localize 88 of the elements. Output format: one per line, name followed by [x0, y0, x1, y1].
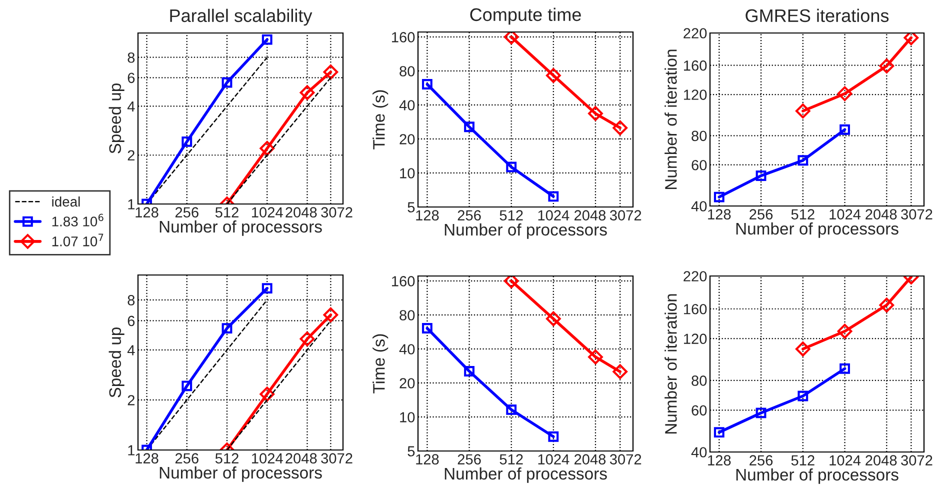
x-tick-label: 512: [500, 454, 523, 464]
y-tick-label: 40: [399, 344, 415, 354]
x-tick-label: 1024: [252, 207, 283, 218]
x-tick-label: 512: [215, 207, 238, 218]
y-tick-label: 60: [692, 405, 707, 416]
legend-label: ideal: [52, 196, 80, 207]
x-axis-title: Number of processors: [736, 468, 898, 484]
x-tick-label: 1024: [538, 210, 570, 220]
x-axis-title: Number of processors: [444, 467, 607, 483]
x-tick-label: 3072: [321, 453, 352, 464]
y-tick-label: 40: [691, 447, 707, 458]
x-tick-label: 3072: [610, 210, 642, 220]
x-axis-title: Number of processors: [444, 223, 607, 239]
x-tick-label: 512: [791, 209, 814, 220]
x-tick-label: 512: [791, 455, 814, 466]
x-tick-label: 2048: [866, 209, 897, 220]
y-axis-title: Time (s): [372, 334, 388, 394]
x-axis-title: Number of processors: [736, 222, 898, 238]
y-tick-label: 1: [128, 445, 135, 456]
x-axis-title: Number of processors: [160, 220, 322, 236]
y-tick-label: 60: [692, 160, 707, 170]
x-tick-label: 256: [175, 453, 198, 464]
y-tick-label: 5: [408, 202, 415, 212]
y-tick-label: 10: [400, 168, 415, 178]
y-tick-label: 120: [684, 90, 707, 100]
x-tick-label: 3072: [901, 455, 932, 466]
y-tick-label: 160: [392, 276, 415, 286]
y-tick-label: 6: [128, 316, 135, 326]
x-tick-label: 256: [458, 454, 481, 464]
y-axis-title: Speed up: [108, 328, 124, 398]
x-tick-label: 1024: [830, 455, 861, 466]
y-tick-label: 220: [684, 28, 707, 38]
y-tick-label: 2: [128, 395, 134, 406]
y-tick-label: 80: [692, 130, 707, 142]
x-tick-label: 128: [708, 455, 731, 466]
y-tick-label: 40: [399, 100, 415, 110]
y-tick-label: 5: [408, 446, 415, 456]
y-tick-label: 1: [128, 199, 135, 210]
x-tick-label: 1024: [252, 453, 283, 464]
y-axis-title: Speed up: [108, 84, 124, 154]
x-tick-label: 2048: [286, 207, 317, 218]
y-tick-label: 80: [692, 376, 707, 386]
y-tick-label: 4: [127, 345, 135, 356]
x-tick-label: 256: [750, 455, 773, 466]
x-tick-label: 128: [708, 209, 731, 220]
y-axis-title: Number of iteration: [664, 50, 677, 189]
x-tick-label: 2048: [286, 453, 317, 464]
y-tick-label: 40: [691, 201, 707, 212]
y-tick-label: 2: [128, 150, 134, 160]
x-tick-label: 2048: [866, 455, 897, 466]
x-tick-label: 128: [136, 207, 158, 218]
chart-title: Parallel scalability: [170, 8, 312, 26]
y-tick-label: 160: [684, 304, 707, 314]
x-tick-label: 2048: [574, 210, 606, 220]
x-tick-label: 128: [416, 454, 439, 464]
x-tick-label: 512: [500, 210, 523, 220]
y-tick-label: 120: [684, 334, 707, 344]
x-tick-label: 256: [458, 210, 481, 220]
chart-title: GMRES iterations: [746, 8, 889, 22]
y-axis-title: Number of iteration: [664, 294, 677, 434]
y-tick-label: 80: [400, 66, 415, 76]
y-tick-label: 10: [400, 412, 415, 422]
chart-title: Compute time: [470, 8, 581, 25]
x-tick-label: 256: [750, 209, 773, 220]
x-tick-label: 1024: [538, 454, 570, 464]
legend-label: 1.07 10$^{7}$: [52, 234, 104, 246]
y-tick-label: 4: [127, 101, 135, 112]
x-tick-label: 3072: [610, 454, 642, 464]
y-axis-title: Time (s): [372, 90, 388, 150]
x-tick-label: 3072: [321, 207, 352, 218]
x-tick-label: 512: [215, 453, 238, 464]
x-tick-label: 1024: [830, 209, 861, 220]
y-tick-label: 220: [684, 271, 707, 282]
x-tick-label: 128: [416, 210, 439, 220]
legend-label: 1.83 10$^{6}$: [52, 214, 104, 226]
y-tick-label: 8: [128, 295, 135, 306]
x-tick-label: 128: [136, 453, 158, 464]
x-tick-label: 2048: [574, 454, 606, 464]
y-tick-label: 20: [400, 378, 415, 388]
y-tick-label: 160: [684, 60, 707, 71]
y-tick-label: 160: [392, 32, 415, 42]
y-tick-label: 20: [400, 134, 415, 144]
x-tick-label: 3072: [901, 209, 932, 220]
y-tick-label: 6: [128, 72, 135, 84]
x-axis-title: Number of processors: [160, 466, 322, 482]
x-tick-label: 256: [175, 207, 198, 218]
y-tick-label: 8: [128, 52, 135, 63]
y-tick-label: 80: [400, 310, 415, 320]
